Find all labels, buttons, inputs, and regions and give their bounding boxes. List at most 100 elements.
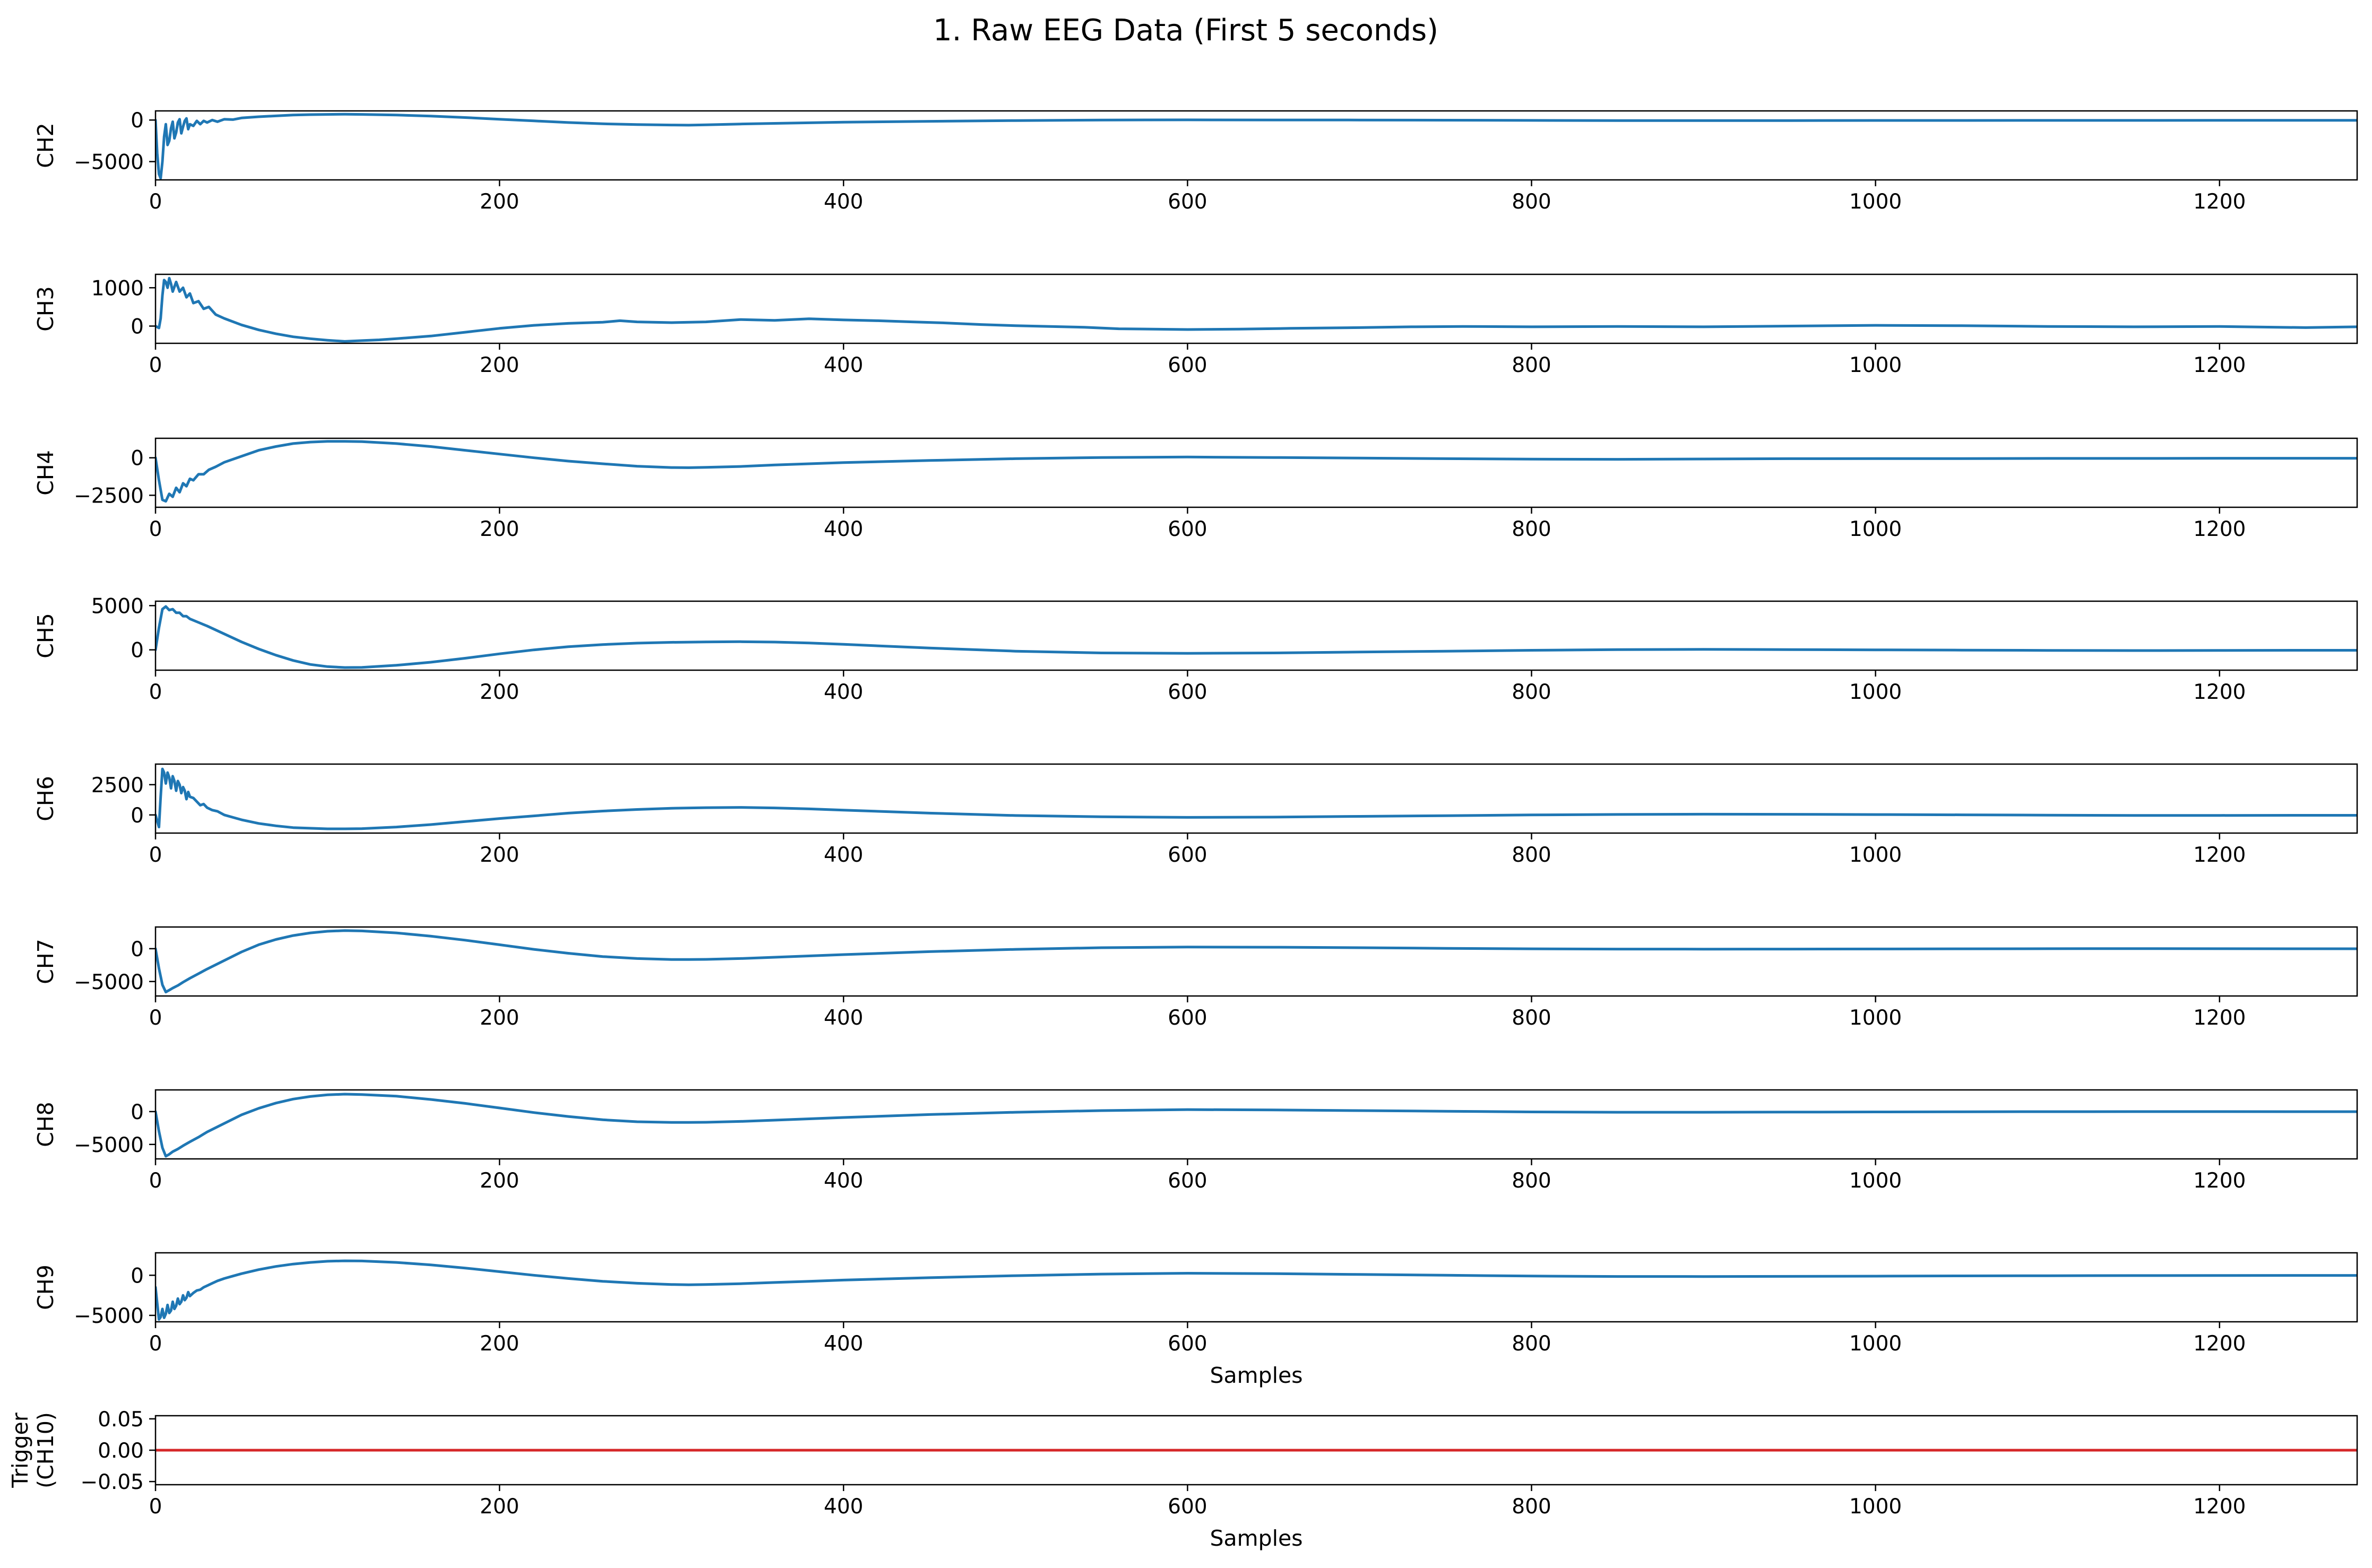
x-tick-label: 0: [149, 1495, 162, 1519]
x-tick-label: 600: [1168, 517, 1207, 541]
axes-frame: [154, 1252, 2358, 1323]
x-tick-label: 400: [824, 680, 863, 704]
axes-frame: [154, 110, 2358, 181]
y-tick-label: 0: [131, 804, 144, 828]
x-tick-label: 600: [1168, 353, 1207, 377]
x-tick-label: 600: [1168, 680, 1207, 704]
series-line-1: [156, 440, 2357, 503]
x-tick-label: 1000: [1849, 680, 1902, 704]
x-tick-label: 200: [480, 1332, 519, 1356]
x-tick-label: 400: [824, 353, 863, 377]
y-tick-label: −5000: [74, 1133, 144, 1157]
x-tick-label: 0: [149, 1006, 162, 1030]
y-tick-label: 0: [131, 1264, 144, 1288]
axes-frame: [154, 926, 2358, 997]
x-tick-label: 200: [480, 1169, 519, 1193]
series-line-1: [156, 605, 2357, 669]
x-tick-label: 200: [480, 353, 519, 377]
x-tick-label: 1200: [2193, 1495, 2246, 1519]
x-tick-label: 800: [1512, 1006, 1551, 1030]
x-tick-label: 0: [149, 517, 162, 541]
y-axis-label: CH9: [33, 1264, 58, 1310]
y-tick-label: 0: [131, 315, 144, 339]
y-tick-label: 0: [131, 109, 144, 133]
axes-frame: [154, 600, 2358, 671]
x-tick-label: 1200: [2193, 1169, 2246, 1193]
x-tick-label: 400: [824, 517, 863, 541]
x-tick-label: 800: [1512, 190, 1551, 214]
x-tick-label: 600: [1168, 843, 1207, 867]
x-tick-label: 0: [149, 843, 162, 867]
x-tick-label: 800: [1512, 680, 1551, 704]
x-tick-label: 1000: [1849, 1495, 1902, 1519]
figure-title: 1. Raw EEG Data (First 5 seconds): [933, 13, 1438, 48]
x-tick-label: 1200: [2193, 680, 2246, 704]
x-tick-label: 1000: [1849, 1332, 1902, 1356]
x-tick-label: 1200: [2193, 353, 2246, 377]
y-axis-label-line-2: (CH10): [33, 1412, 58, 1488]
y-axis-label: CH3: [33, 286, 58, 332]
y-axis-label: CH5: [33, 613, 58, 659]
y-tick-label: −5000: [74, 971, 144, 994]
x-tick-label: 400: [824, 843, 863, 867]
x-axis-label: Samples: [1210, 1526, 1303, 1551]
series-line-1: [156, 276, 2357, 343]
y-tick-label: 0: [131, 639, 144, 663]
x-tick-label: 0: [149, 353, 162, 377]
x-tick-label: 800: [1512, 1495, 1551, 1519]
y-tick-label: −2500: [74, 484, 144, 508]
x-tick-label: 1000: [1849, 190, 1902, 214]
x-tick-label: 1000: [1849, 517, 1902, 541]
x-tick-label: 800: [1512, 517, 1551, 541]
x-tick-label: 1200: [2193, 1006, 2246, 1030]
x-tick-label: 200: [480, 1495, 519, 1519]
x-tick-label: 600: [1168, 1332, 1207, 1356]
series-line-1: [156, 767, 2357, 830]
y-axis-label: CH8: [33, 1102, 58, 1147]
x-tick-label: 800: [1512, 1169, 1551, 1193]
series-line-1: [156, 1259, 2357, 1321]
series-line-1: [156, 929, 2357, 994]
axes-frame: [154, 273, 2358, 344]
x-tick-label: 200: [480, 190, 519, 214]
x-tick-label: 600: [1168, 1169, 1207, 1193]
subplot-2: 0 200 400 600 800 1000 1200 1000 0 CH3: [33, 273, 2358, 377]
y-tick-label: 2500: [91, 774, 144, 798]
subplot-5: 0 200 400 600 800 1000 1200 2500 0 CH6: [33, 763, 2358, 867]
y-axis-label: CH7: [33, 939, 58, 984]
x-tick-label: 1200: [2193, 1332, 2246, 1356]
subplot-9: 0 200 400 600 800 1000 1200 0.05 0.00 −0.05 Trigge…: [7, 1408, 2358, 1551]
y-tick-label: −0.05: [80, 1470, 144, 1494]
x-tick-label: 0: [149, 1332, 162, 1356]
x-tick-label: 1000: [1849, 1006, 1902, 1030]
axes-frame: [154, 437, 2358, 508]
x-tick-label: 400: [824, 1006, 863, 1030]
series-line-1: [156, 1093, 2357, 1158]
x-tick-label: 400: [824, 1169, 863, 1193]
y-tick-label: 0: [131, 938, 144, 961]
y-tick-label: 5000: [91, 594, 144, 618]
y-tick-label: 0.05: [98, 1408, 144, 1432]
x-tick-label: 200: [480, 517, 519, 541]
x-tick-label: 1000: [1849, 353, 1902, 377]
x-tick-label: 800: [1512, 843, 1551, 867]
y-tick-label: 0.00: [98, 1439, 144, 1463]
x-tick-label: 600: [1168, 1006, 1207, 1030]
y-tick-label: −5000: [74, 151, 144, 175]
series-line-1: [156, 112, 2357, 180]
x-tick-label: 1000: [1849, 1169, 1902, 1193]
y-axis-label-line-1: Trigger: [7, 1413, 33, 1488]
y-tick-label: 0: [131, 1101, 144, 1124]
y-tick-label: 0: [131, 447, 144, 471]
x-tick-label: 400: [824, 1495, 863, 1519]
y-axis-label: CH2: [33, 123, 58, 168]
axes-frame: [154, 1089, 2358, 1160]
